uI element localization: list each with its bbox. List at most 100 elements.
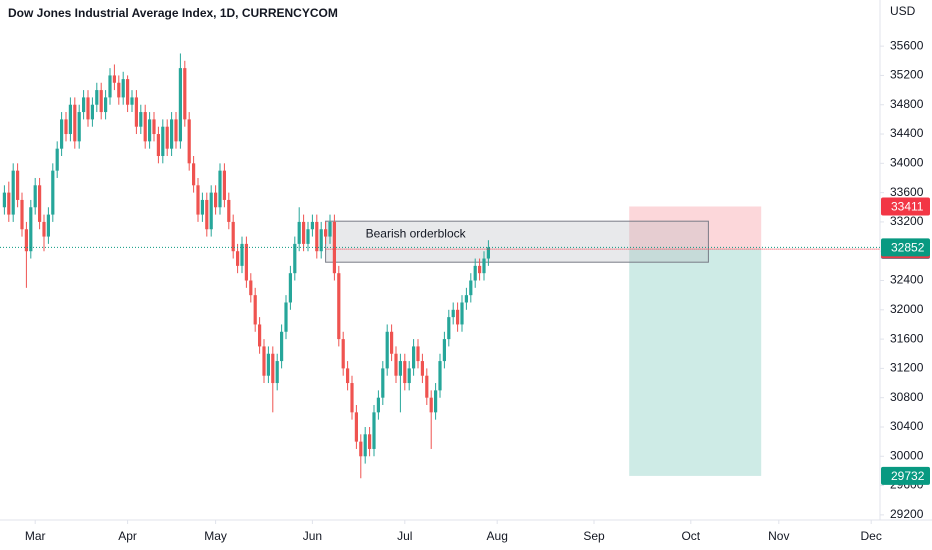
candle-body [354, 412, 358, 442]
y-tick-label: 34800 [890, 97, 924, 111]
candle-body [258, 324, 262, 347]
candle-body [288, 273, 292, 303]
candle-body [24, 229, 28, 252]
y-tick-label: 32000 [890, 302, 924, 316]
candle-body [95, 90, 99, 105]
candle-body [192, 163, 196, 186]
y-tick-label: 32400 [890, 273, 924, 287]
candle-body [134, 97, 138, 127]
candle-body [456, 309, 460, 325]
candle-body [68, 104, 72, 135]
candle-body [99, 90, 103, 113]
x-tick-label: May [204, 529, 227, 543]
candle-body [148, 119, 152, 142]
candle-body [451, 309, 455, 318]
candle-body [165, 126, 169, 149]
candle-body [205, 199, 209, 230]
candle-body [363, 434, 367, 457]
y-tick-label: 30400 [890, 419, 924, 433]
candle-body [187, 119, 191, 164]
candle-body [460, 302, 464, 325]
candle-body [346, 368, 350, 384]
candle-body [222, 170, 226, 200]
last-price-label: 32852 [891, 241, 925, 255]
candle-body [425, 375, 429, 398]
candle-body [227, 199, 231, 222]
candle-body [11, 170, 15, 215]
candle-body [337, 273, 341, 340]
y-tick-label: 29200 [890, 507, 924, 521]
candle-body [117, 82, 121, 98]
candle-body [231, 221, 235, 252]
candle-body [478, 265, 482, 274]
candle-body [429, 397, 433, 413]
candle-body [55, 148, 59, 171]
orderblock [325, 220, 709, 263]
x-tick-label: Jun [303, 529, 322, 543]
candle-body [398, 361, 402, 376]
candle-body [244, 243, 248, 281]
candle-body [108, 75, 112, 98]
candle-body [240, 243, 244, 266]
candle-body [200, 199, 204, 215]
candle-body [319, 229, 323, 252]
y-tick-label: 33200 [890, 214, 924, 228]
candle-body [38, 185, 42, 222]
candle-body [420, 361, 424, 376]
candle-body [218, 170, 222, 208]
candle-body [275, 361, 279, 384]
candle-body [73, 104, 77, 142]
candle-body [482, 258, 486, 274]
candle-body [143, 112, 147, 142]
y-tick-label: 35200 [890, 68, 924, 82]
candle-body [332, 221, 336, 274]
y-tick-label: 30800 [890, 390, 924, 404]
candle-body [306, 229, 310, 244]
candle-body [416, 346, 420, 362]
candle-body [64, 119, 68, 135]
candle-body [328, 221, 332, 237]
candle-body [447, 317, 451, 340]
candle-body [178, 68, 182, 142]
orderblock-label: Bearish orderblock [366, 226, 467, 240]
candle-body [372, 412, 376, 449]
x-tick-label: Mar [25, 529, 46, 543]
candle-body [442, 339, 446, 362]
currency-label: USD [890, 4, 916, 18]
candle-body [46, 214, 50, 237]
candle-body [403, 361, 407, 384]
candle-body [29, 207, 33, 252]
candle-body [77, 112, 81, 142]
candle-body [104, 97, 108, 113]
candle-body [152, 119, 156, 135]
candle-body [60, 119, 64, 149]
candle-body [51, 170, 55, 215]
x-tick-label: Oct [681, 529, 700, 543]
y-tick-label: 30000 [890, 448, 924, 462]
candle-body [7, 192, 11, 215]
y-tick-label: 34000 [890, 155, 924, 169]
candle-body [121, 79, 125, 98]
x-tick-label: Sep [583, 529, 605, 543]
candle-body [33, 185, 37, 208]
candle-body [473, 265, 477, 281]
candle-body [249, 280, 253, 296]
candle-body [266, 353, 270, 376]
candle-body [236, 251, 240, 266]
x-tick-label: Apr [118, 529, 137, 543]
candle-body [86, 97, 90, 120]
candle-body [156, 134, 160, 156]
candle-body [368, 434, 372, 449]
target-zone [629, 249, 762, 476]
x-tick-label: Aug [487, 529, 508, 543]
candle-body [82, 97, 86, 113]
candle-body [42, 221, 46, 237]
candle-body [385, 331, 389, 369]
x-tick-label: Nov [768, 529, 789, 543]
candle-body [438, 361, 442, 391]
x-tick-label: Jul [397, 529, 412, 543]
candle-body [293, 243, 297, 274]
stop-zone [629, 206, 762, 250]
